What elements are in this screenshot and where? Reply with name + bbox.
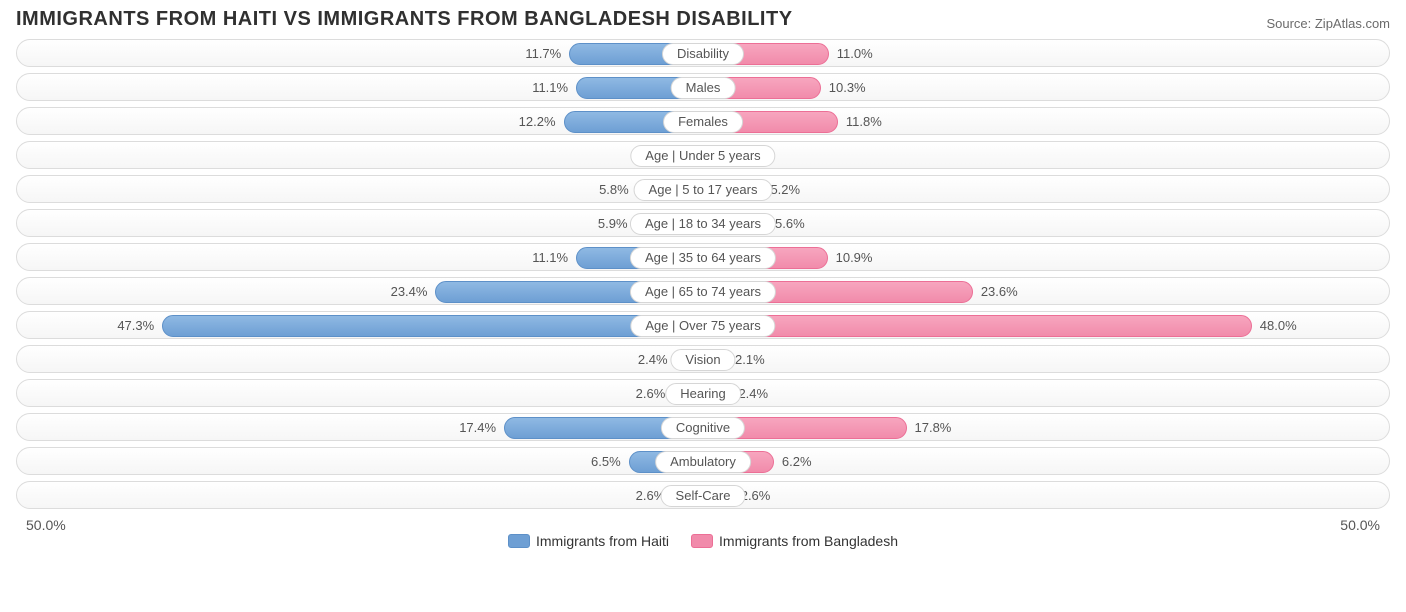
row-right-half <box>703 482 1389 508</box>
value-left: 12.2% <box>511 108 564 134</box>
category-label: Ambulatory <box>655 451 751 473</box>
axis-max-left: 50.0% <box>16 517 703 533</box>
chart-row: 23.4% 23.6% Age | 65 to 74 years <box>16 277 1390 305</box>
chart-row: 11.1% 10.3% Males <box>16 73 1390 101</box>
value-left: 17.4% <box>451 414 504 440</box>
chart-row: 11.7% 11.0% Disability <box>16 39 1390 67</box>
chart-row: 6.5% 6.2% Ambulatory <box>16 447 1390 475</box>
row-left-half <box>17 40 703 66</box>
category-label: Hearing <box>665 383 741 405</box>
category-label: Females <box>663 111 743 133</box>
value-left: 11.7% <box>517 40 569 66</box>
chart-row: 2.6%2.4%Hearing <box>16 379 1390 407</box>
row-left-half <box>17 74 703 100</box>
chart-row: 12.2% 11.8% Females <box>16 107 1390 135</box>
bar-right <box>703 315 1252 337</box>
value-right: 23.6% <box>973 278 1026 304</box>
row-left-half <box>17 380 703 406</box>
chart-row: 2.4%2.1%Vision <box>16 345 1390 373</box>
category-label: Age | Over 75 years <box>630 315 775 337</box>
value-left: 47.3% <box>109 312 162 338</box>
value-right: 48.0% <box>1252 312 1305 338</box>
row-left-half <box>17 482 703 508</box>
category-label: Cognitive <box>661 417 745 439</box>
row-left-half <box>17 244 703 270</box>
value-left: 6.5% <box>583 448 629 474</box>
value-left: 11.1% <box>524 74 576 100</box>
chart-footer: 50.0% 50.0% Immigrants from Haiti Immigr… <box>0 515 1406 539</box>
category-label: Age | 65 to 74 years <box>630 281 776 303</box>
row-right-half <box>703 142 1389 168</box>
row-right-half <box>703 380 1389 406</box>
value-right: 11.8% <box>838 108 890 134</box>
chart-row: 47.3% 48.0% Age | Over 75 years <box>16 311 1390 339</box>
chart-row: 11.1% 10.9% Age | 35 to 64 years <box>16 243 1390 271</box>
value-right: 11.0% <box>829 40 881 66</box>
row-left-half <box>17 278 703 304</box>
value-left: 11.1% <box>524 244 576 270</box>
category-label: Age | 5 to 17 years <box>634 179 773 201</box>
row-left-half <box>17 414 703 440</box>
value-right: 17.8% <box>907 414 960 440</box>
legend-swatch-left <box>508 534 530 548</box>
legend-label-right: Immigrants from Bangladesh <box>719 533 898 549</box>
bar-left <box>162 315 703 337</box>
value-left: 2.4% <box>630 346 676 372</box>
chart-title: IMMIGRANTS FROM HAITI VS IMMIGRANTS FROM… <box>16 8 793 31</box>
category-label: Males <box>671 77 736 99</box>
row-right-half <box>703 74 1389 100</box>
row-left-half <box>17 108 703 134</box>
legend-item-left: Immigrants from Haiti <box>508 533 669 549</box>
row-left-half <box>17 346 703 372</box>
row-right-half <box>703 108 1389 134</box>
value-right: 10.3% <box>821 74 874 100</box>
chart-header: IMMIGRANTS FROM HAITI VS IMMIGRANTS FROM… <box>0 0 1406 35</box>
value-right: 10.9% <box>828 244 881 270</box>
row-left-half <box>17 142 703 168</box>
value-left: 5.9% <box>590 210 636 236</box>
chart-row: 2.6%2.6%Self-Care <box>16 481 1390 509</box>
value-right: 6.2% <box>774 448 820 474</box>
value-left: 5.8% <box>591 176 637 202</box>
legend-label-left: Immigrants from Haiti <box>536 533 669 549</box>
value-left: 23.4% <box>383 278 436 304</box>
row-right-half <box>703 40 1389 66</box>
category-label: Age | 18 to 34 years <box>630 213 776 235</box>
chart-row: 1.3%0.85%Age | Under 5 years <box>16 141 1390 169</box>
category-label: Age | 35 to 64 years <box>630 247 776 269</box>
legend: Immigrants from Haiti Immigrants from Ba… <box>508 533 898 549</box>
diverging-bar-chart: 11.7% 11.0% Disability 11.1% 10.3% Males 12.2%… <box>0 35 1406 509</box>
row-right-half <box>703 278 1389 304</box>
legend-item-right: Immigrants from Bangladesh <box>691 533 898 549</box>
chart-row: 17.4% 17.8% Cognitive <box>16 413 1390 441</box>
row-right-half <box>703 244 1389 270</box>
category-label: Age | Under 5 years <box>630 145 775 167</box>
category-label: Disability <box>662 43 744 65</box>
chart-source: Source: ZipAtlas.com <box>1266 16 1390 31</box>
chart-row: 5.9%5.6%Age | 18 to 34 years <box>16 209 1390 237</box>
category-label: Self-Care <box>661 485 746 507</box>
axis-max-right: 50.0% <box>703 517 1390 533</box>
category-label: Vision <box>670 349 735 371</box>
row-right-half <box>703 414 1389 440</box>
chart-row: 5.8%5.2%Age | 5 to 17 years <box>16 175 1390 203</box>
legend-swatch-right <box>691 534 713 548</box>
row-right-half <box>703 346 1389 372</box>
